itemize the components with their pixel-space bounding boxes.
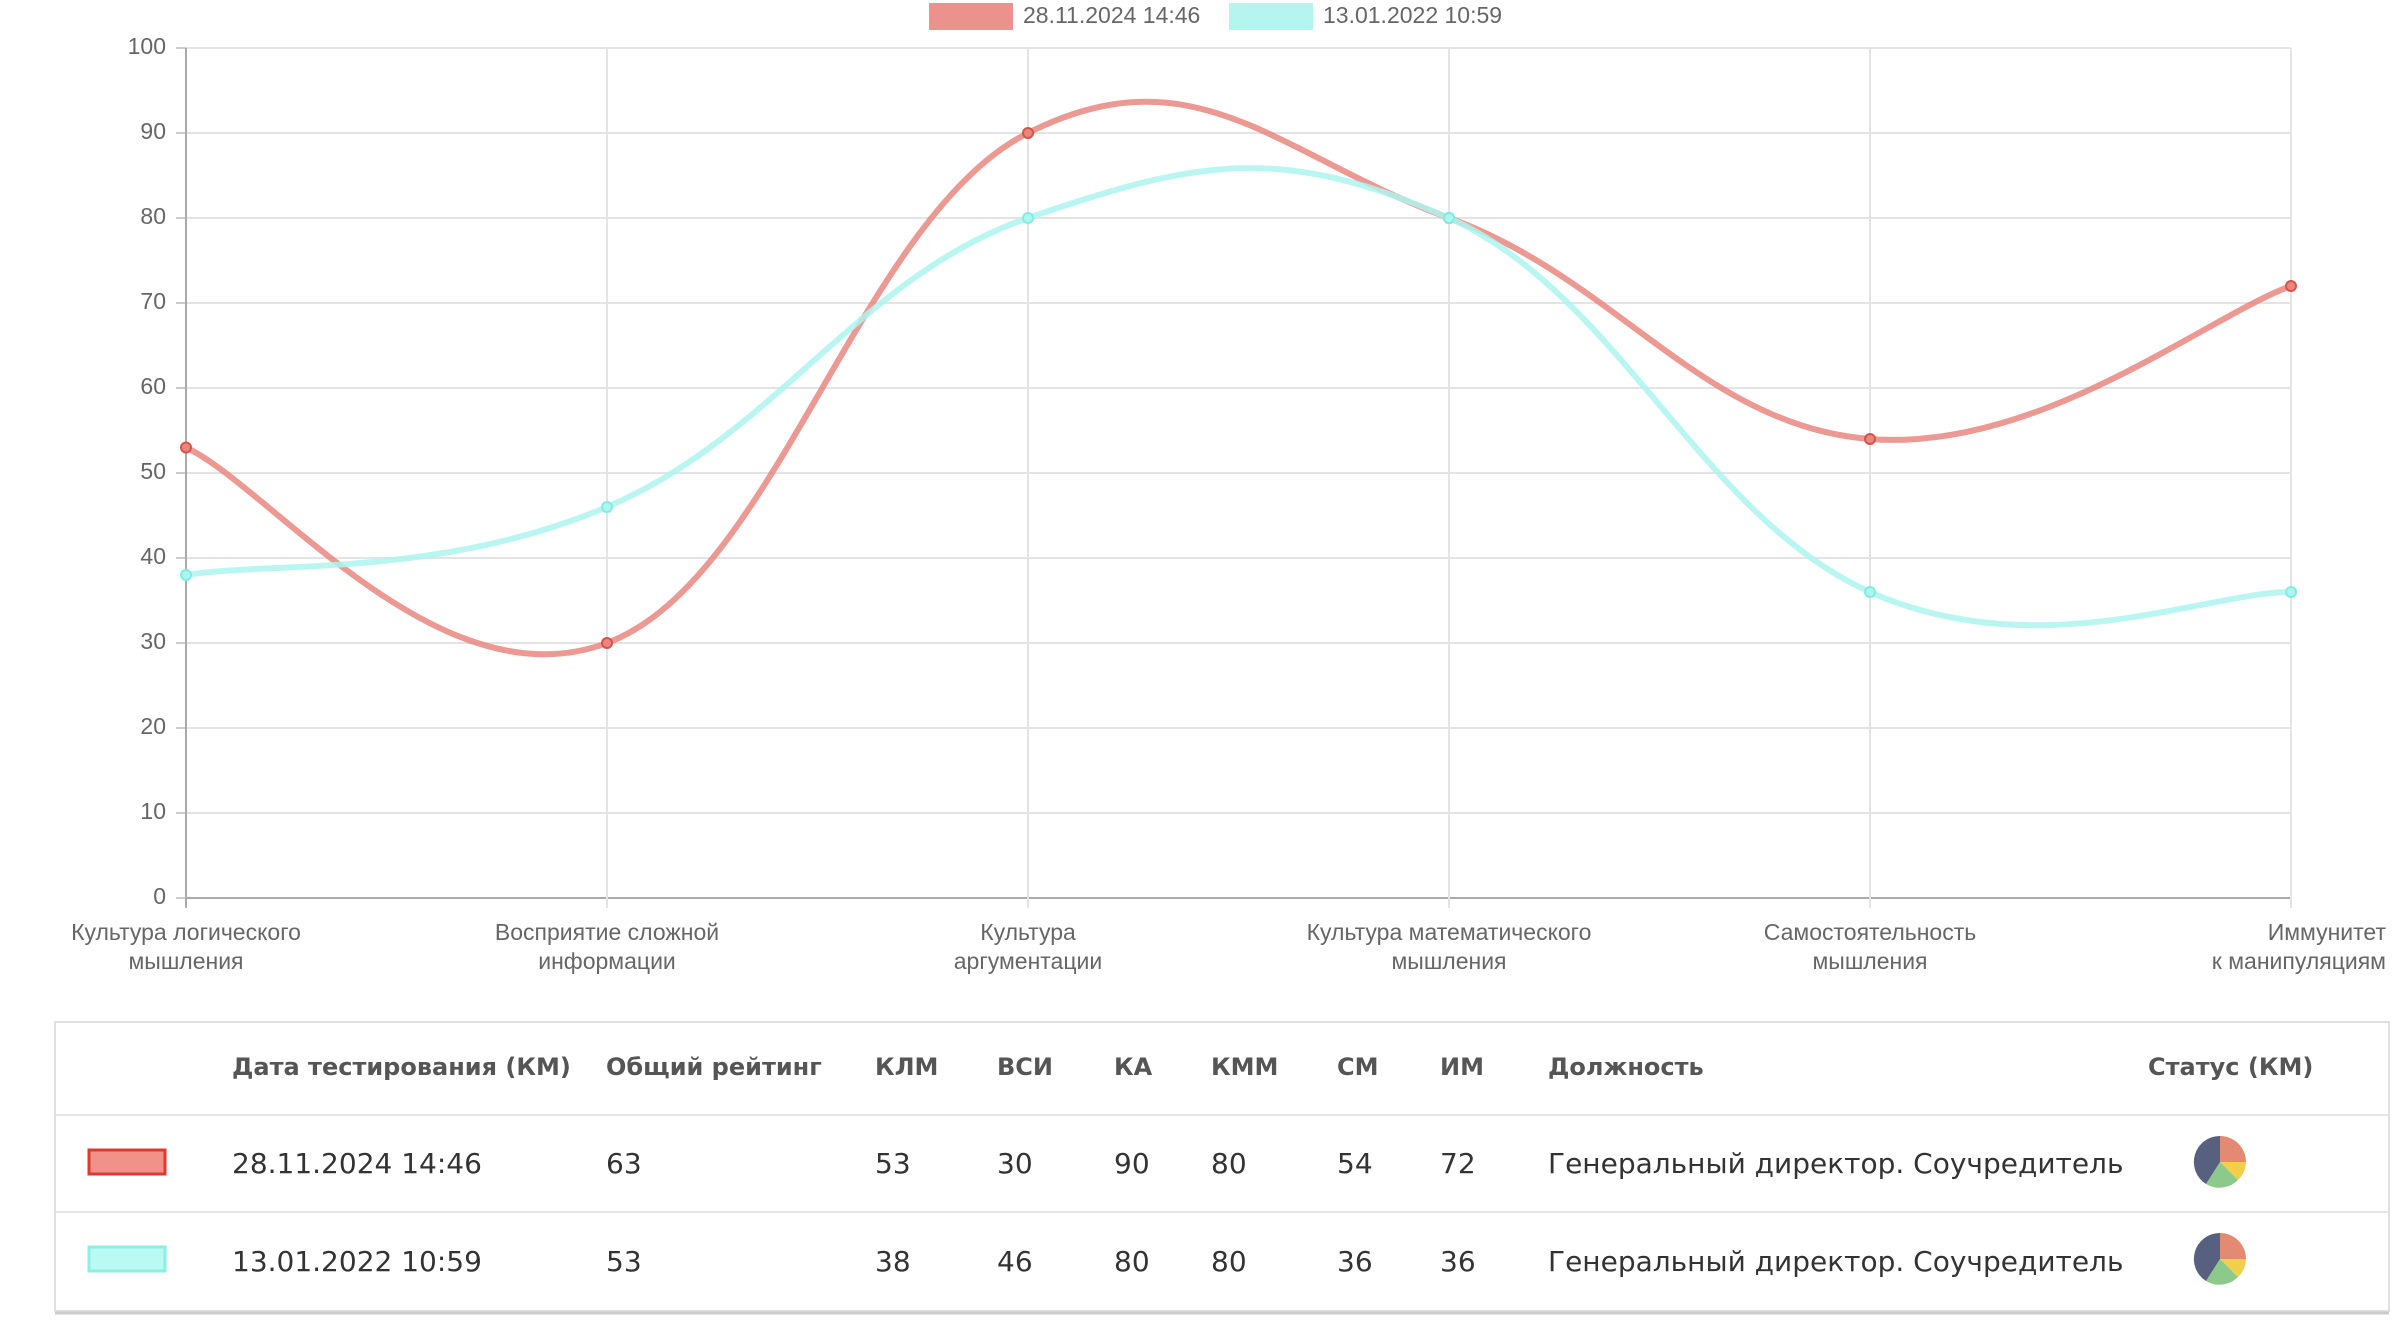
table-header: ИМ [1440,1053,1484,1081]
legend-swatch [1229,3,1313,30]
table-cell: Генеральный директор. Соучредитель [1548,1245,2123,1278]
data-point [1864,433,1876,445]
y-tick-label: 70 [140,288,166,314]
x-tick-label: Восприятие сложной [495,919,719,945]
row-swatch [87,1148,167,1176]
y-tick-label: 50 [140,458,166,484]
y-tick-label: 40 [140,543,166,569]
data-point [180,441,192,454]
y-tick-label: 90 [140,118,166,144]
table-header: Должность [1548,1053,1704,1081]
table-card [54,1021,2390,1312]
x-tick-label: Культура [980,919,1076,945]
x-tick-label: аргументации [954,948,1102,974]
legend-swatch [929,3,1013,30]
table-header: ВСИ [997,1053,1053,1081]
series-line [184,98,2293,658]
table-cell: 80 [1114,1245,1150,1278]
table-cell: 36 [1440,1245,1476,1278]
table-cell: 13.01.2022 10:59 [232,1245,482,1278]
x-tick-label: Иммунитет [2268,919,2387,945]
table-header: КЛМ [875,1053,938,1081]
table-cell: 38 [875,1245,911,1278]
y-tick-label: 30 [140,628,166,654]
y-tick-label: 0 [153,883,166,909]
data-point [2285,586,2297,598]
table-cell: 54 [1337,1147,1373,1180]
y-tick-label: 60 [140,373,166,399]
data-point [1022,212,1034,224]
y-tick-label: 20 [140,713,166,739]
y-tick-label: 10 [140,798,166,824]
x-tick-label: мышления [1391,948,1506,974]
table-cell: 63 [606,1147,642,1180]
data-point [601,501,613,513]
table-header: СМ [1337,1053,1379,1081]
table-cell: Генеральный директор. Соучредитель [1548,1147,2123,1180]
table-cell: 53 [875,1147,911,1180]
table-header: Общий рейтинг [606,1053,822,1081]
table-cell: 53 [606,1245,642,1278]
x-tick-label: к манипуляциям [2212,948,2386,974]
table-header: Дата тестирования (КМ) [232,1053,571,1081]
x-tick-label: Культура логического [71,919,301,945]
table-header: КА [1114,1053,1153,1081]
table-cell: 72 [1440,1147,1476,1180]
table-cell: 28.11.2024 14:46 [232,1147,482,1180]
data-point [1443,212,1455,224]
data-point [180,569,192,581]
data-point [2285,280,2297,292]
status-pie [2193,1232,2246,1285]
table-header: КММ [1211,1053,1278,1081]
data-point [1022,127,1034,139]
table-cell: 90 [1114,1147,1150,1180]
x-tick-label: Культура математического [1307,919,1592,945]
x-tick-label: мышления [128,948,243,974]
table: Дата тестирования (КМ) Общий рейтинг КЛМ ВС… [232,1053,2313,1278]
row-swatch [87,1245,167,1273]
x-tick-label: Самостоятельность [1764,919,1977,945]
legend-label: 13.01.2022 10:59 [1323,2,1502,28]
data-point [601,637,613,649]
table-cell: 30 [997,1147,1033,1180]
table-cell: 80 [1211,1245,1247,1278]
x-tick-label: мышления [1812,948,1927,974]
y-tick-label: 80 [140,203,166,229]
table-cell: 46 [997,1245,1033,1278]
table-cell: 80 [1211,1147,1247,1180]
table-header: Статус (КМ) [2148,1053,2313,1081]
legend-label: 28.11.2024 14:46 [1023,2,1200,28]
table-cell: 36 [1337,1245,1373,1278]
x-tick-label: информации [538,948,676,974]
status-pie [2193,1135,2246,1188]
series-line [185,165,2292,629]
data-point [1864,586,1876,598]
y-tick-label: 100 [128,33,166,59]
